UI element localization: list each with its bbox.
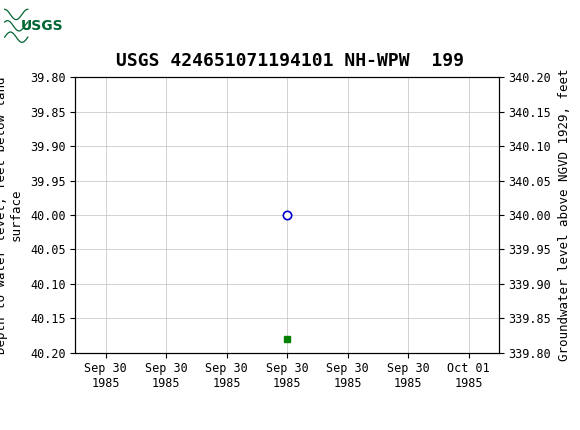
Text: USGS 424651071194101 NH-WPW  199: USGS 424651071194101 NH-WPW 199	[116, 52, 464, 70]
Y-axis label: Depth to water level, feet below land
surface: Depth to water level, feet below land su…	[0, 76, 23, 354]
Text: USGS: USGS	[20, 19, 63, 33]
FancyBboxPatch shape	[3, 4, 61, 47]
Y-axis label: Groundwater level above NGVD 1929, feet: Groundwater level above NGVD 1929, feet	[558, 69, 571, 361]
